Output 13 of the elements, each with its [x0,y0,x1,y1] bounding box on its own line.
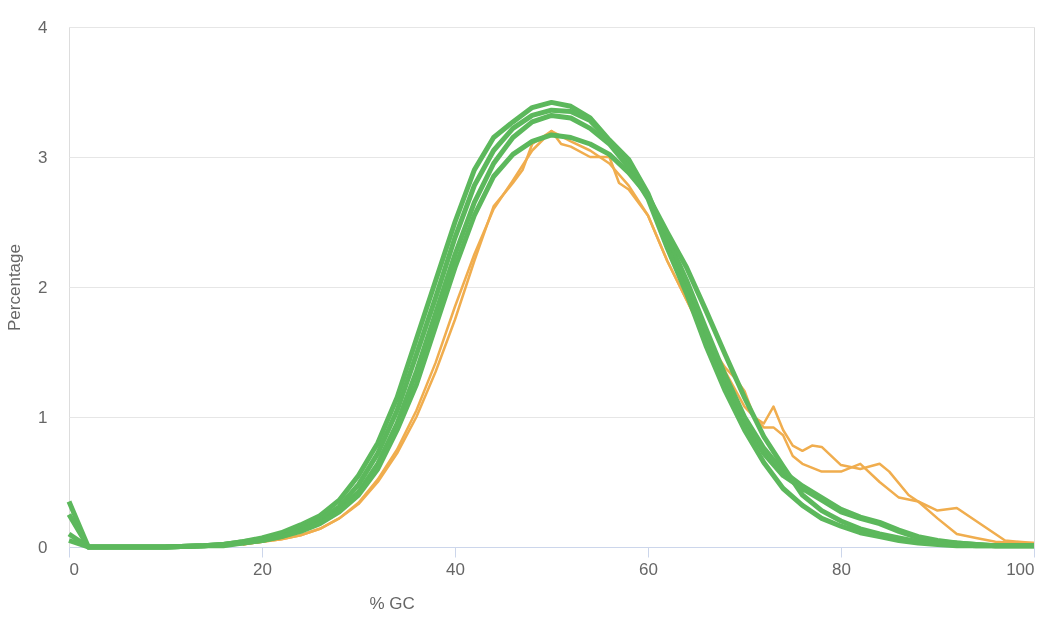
x-tick-label: 60 [639,559,658,579]
y-tick-label: 1 [38,407,48,427]
y-tick-label: 4 [38,17,48,37]
x-tick-label: 40 [446,559,465,579]
x-tick-label: 80 [832,559,851,579]
y-tick-label: 2 [38,277,48,297]
y-axis-title: Percentage [5,244,25,331]
x-tick-label: 0 [69,559,79,579]
x-axis-title: % GC [369,593,415,613]
x-tick-label: 20 [253,559,272,579]
y-tick-label: 3 [38,147,48,167]
x-tick-label: 100 [1006,559,1035,579]
y-tick-label: 0 [38,537,48,557]
